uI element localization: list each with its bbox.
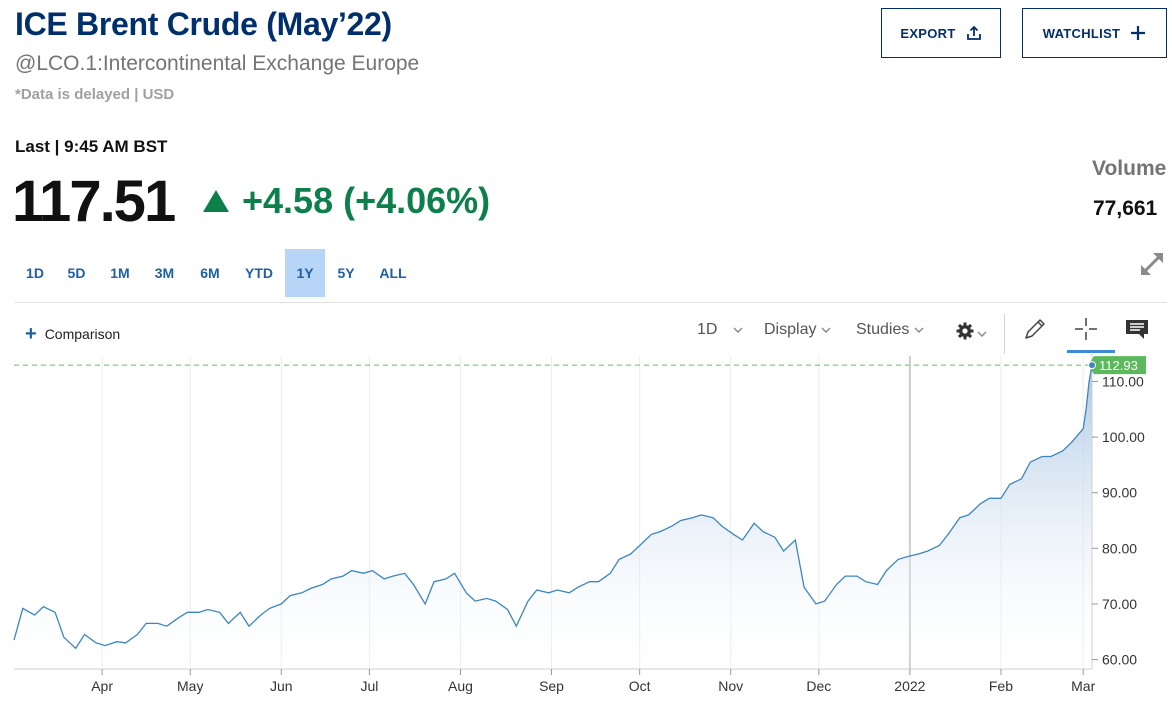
studies-dropdown[interactable]: Studies (856, 321, 924, 339)
range-tab-5d[interactable]: 5D (67, 265, 86, 281)
x-tick-label: 2022 (894, 678, 925, 694)
x-tick-label: Feb (989, 678, 1013, 694)
exchange-subtitle: @LCO.1:Intercontinental Exchange Europe (15, 52, 420, 75)
page-title: ICE Brent Crude (May’22) (15, 6, 392, 42)
x-tick-label: Dec (806, 678, 831, 694)
last-price: 117.51 (12, 169, 176, 234)
export-button[interactable]: EXPORT (881, 8, 1001, 58)
price-change-value: +4.58 (+4.06%) (242, 180, 491, 221)
delayed-note: *Data is delayed | USD (15, 86, 175, 103)
studies-label: Studies (856, 321, 910, 338)
range-tab-1m[interactable]: 1M (110, 265, 130, 281)
y-tick-label: 80.00 (1102, 540, 1137, 556)
current-price-label: 112.93 (1088, 356, 1146, 375)
plus-icon: + (25, 323, 37, 345)
chevron-down-icon (733, 321, 743, 339)
y-tick-label: 100.00 (1102, 429, 1145, 445)
y-tick-label: 110.00 (1102, 373, 1144, 389)
chevron-down-icon (821, 321, 831, 339)
comment-icon[interactable] (1124, 316, 1150, 342)
range-tab-3m[interactable]: 3M (154, 265, 175, 281)
comparison-button[interactable]: + Comparison (25, 323, 121, 345)
x-tick-label: Aug (448, 678, 473, 694)
share-upload-icon (966, 25, 982, 41)
active-tool-indicator (1067, 350, 1115, 353)
x-tick-label: May (177, 678, 203, 694)
comparison-label: Comparison (44, 326, 121, 342)
price-chart-svg[interactable]: 60.00 70.00 80.00 90.00 100.00 110.00 Apr May J… (0, 354, 1172, 721)
range-tab-1d[interactable]: 1D (26, 265, 44, 281)
x-tick-label: Sep (539, 678, 564, 694)
x-tick-label: Oct (629, 678, 651, 694)
x-tick-label: Nov (718, 678, 743, 694)
range-tab-ytd[interactable]: YTD (245, 265, 273, 281)
interval-label: 1D (697, 321, 718, 338)
volume-label: Volume (1092, 157, 1167, 180)
x-tick-label: Apr (91, 678, 113, 694)
expand-chart-icon[interactable] (1136, 248, 1168, 280)
crosshair-icon[interactable] (1073, 316, 1099, 342)
chevron-down-icon (977, 325, 987, 343)
interval-dropdown[interactable]: 1D (697, 321, 743, 339)
range-tab-1y[interactable]: 1Y (285, 249, 325, 297)
x-tick-label: Jun (270, 678, 293, 694)
price-chart[interactable]: 60.00 70.00 80.00 90.00 100.00 110.00 Apr May J… (0, 354, 1172, 721)
display-label: Display (764, 321, 817, 338)
volume-value: 77,661 (1093, 197, 1158, 220)
up-arrow-icon (203, 190, 229, 212)
plus-icon (1130, 25, 1146, 41)
gear-icon (955, 321, 975, 346)
watchlist-button-label: WATCHLIST (1042, 25, 1121, 41)
pencil-draw-icon[interactable] (1022, 316, 1048, 342)
price-change: +4.58 (+4.06%) (203, 180, 490, 222)
export-button-label: EXPORT (900, 25, 956, 41)
x-tick-label: Mar (1071, 678, 1095, 694)
settings-dropdown[interactable] (955, 321, 987, 346)
watchlist-button[interactable]: WATCHLIST (1022, 8, 1167, 58)
y-tick-label: 70.00 (1102, 596, 1137, 612)
chevron-down-icon (914, 321, 924, 339)
toolbar-divider (1004, 314, 1005, 354)
divider (15, 302, 1167, 303)
current-price-marker (1088, 361, 1096, 370)
range-tab-6m[interactable]: 6M (200, 265, 220, 281)
time-range-selector: 1D 5D 1M 3M 6M YTD 1Y 5Y ALL (15, 249, 419, 297)
last-time-label: Last | 9:45 AM BST (15, 137, 168, 156)
price-area (14, 365, 1092, 669)
y-tick-label: 90.00 (1102, 485, 1137, 501)
x-tick-label: Jul (360, 678, 378, 694)
display-dropdown[interactable]: Display (764, 321, 831, 339)
range-tab-5y[interactable]: 5Y (337, 265, 355, 281)
y-tick-label: 60.00 (1102, 652, 1137, 668)
range-tab-all[interactable]: ALL (379, 265, 407, 281)
price-line (13, 365, 1093, 650)
current-price-label-text: 112.93 (1099, 358, 1138, 373)
